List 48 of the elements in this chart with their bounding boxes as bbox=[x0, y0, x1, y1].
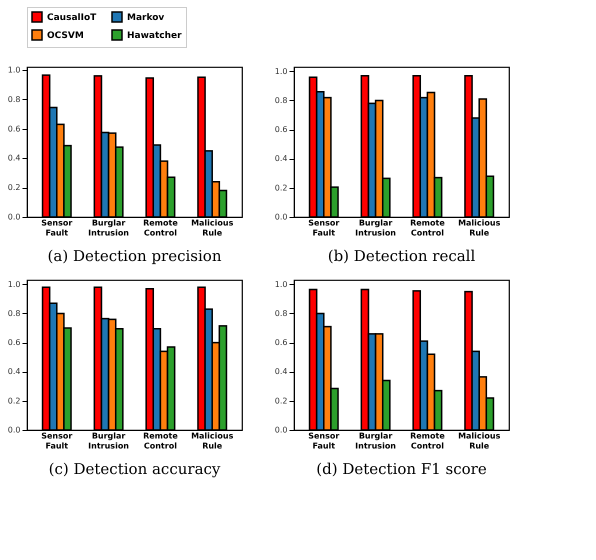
y-tick-label: 0.2 bbox=[274, 396, 288, 406]
x-tick-label: Burglar Intrusion bbox=[355, 218, 396, 238]
text: (b) Detection recall bbox=[328, 247, 476, 265]
x-tick-label: Sensor Fault bbox=[308, 432, 340, 450]
y-tick-label: 0.6 bbox=[274, 338, 288, 348]
y-tick-label: 0.8 bbox=[274, 308, 288, 318]
x-tick-label: Sensor Fault bbox=[41, 432, 72, 450]
x-tick-label: Sensor Fault bbox=[308, 218, 340, 238]
x-tick-label: Remote Control bbox=[143, 218, 178, 238]
x-tick-label: Malicious Rule bbox=[458, 432, 501, 450]
y-tick-label: 0.4 bbox=[8, 154, 20, 163]
x-tick-label: Burglar Intrusion bbox=[355, 432, 396, 450]
y-tick-label: 0.0 bbox=[274, 212, 288, 222]
y-tick-label: 0.4 bbox=[274, 367, 288, 376]
x-tick-label: Malicious Rule bbox=[191, 218, 234, 238]
legend-label: Markov bbox=[127, 13, 164, 23]
x-tick-label: Remote Control bbox=[410, 432, 446, 450]
x-tick-label: Burglar Intrusion bbox=[88, 218, 130, 238]
text: (a) Detection precision bbox=[48, 247, 222, 265]
y-tick-label: 1.0 bbox=[274, 66, 288, 76]
text: (d) Detection F1 score bbox=[316, 460, 487, 478]
y-tick-label: 0.4 bbox=[274, 154, 288, 164]
y-tick-label: 0.4 bbox=[8, 367, 20, 376]
y-tick-label: 1.0 bbox=[8, 280, 20, 289]
x-tick-label: Sensor Fault bbox=[41, 218, 72, 238]
y-tick-label: 0.2 bbox=[8, 183, 20, 192]
y-tick-label: 0.8 bbox=[274, 96, 288, 105]
x-tick-label: Malicious Rule bbox=[458, 218, 501, 238]
legend-label: CausalIoT bbox=[47, 13, 98, 23]
y-tick-label: 0.6 bbox=[274, 125, 288, 134]
y-tick-label: 0.0 bbox=[8, 212, 20, 222]
y-tick-label: 0.6 bbox=[8, 124, 20, 134]
y-tick-label: 1.0 bbox=[8, 65, 20, 74]
legend-label: Hawatcher bbox=[127, 31, 182, 41]
y-tick-label: 0.2 bbox=[274, 183, 288, 192]
y-tick-label: 1.0 bbox=[274, 280, 288, 289]
x-tick-label: Remote Control bbox=[143, 432, 178, 450]
y-tick-label: 0.6 bbox=[8, 338, 20, 348]
y-tick-label: 0.2 bbox=[8, 396, 20, 406]
y-tick-label: 0.8 bbox=[8, 94, 20, 104]
text: (c) Detection accuracy bbox=[48, 460, 221, 478]
y-tick-label: 0.0 bbox=[274, 426, 288, 434]
y-tick-label: 0.0 bbox=[8, 426, 20, 434]
x-tick-label: Burglar Intrusion bbox=[88, 432, 130, 450]
y-tick-label: 0.8 bbox=[8, 308, 20, 318]
legend-label: OCSVM bbox=[47, 31, 84, 41]
x-tick-label: Malicious Rule bbox=[191, 432, 234, 450]
x-tick-label: Remote Control bbox=[410, 218, 446, 238]
